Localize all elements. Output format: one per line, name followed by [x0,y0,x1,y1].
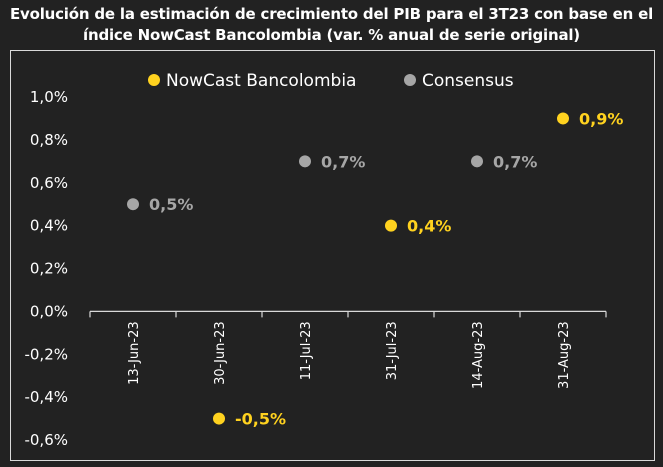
data-label: 0,7% [321,152,365,171]
y-tick-label: -0,4% [24,388,68,406]
data-point [299,155,311,168]
data-label: 0,9% [579,109,623,128]
data-label: 0,7% [493,152,537,171]
chart-title-line-1: Evolución de la estimación de crecimient… [9,5,654,23]
legend-marker [148,74,160,86]
y-tick-label: 0,4% [30,217,68,235]
data-point [127,198,139,211]
x-tick-label: 13-Jun-23 [127,321,142,385]
x-tick-label: 11-Jul-23 [299,321,314,380]
x-tick-label: 31-Jul-23 [385,321,400,380]
x-tick-label: 30-Jun-23 [213,321,228,385]
data-label: -0,5% [235,410,286,429]
y-tick-label: 0,0% [30,302,68,320]
legend-label: Consensus [422,71,514,91]
data-point [213,412,225,425]
data-point [385,219,397,232]
y-tick-label: -0,6% [24,431,68,449]
chart-title: Evolución de la estimación de crecimient… [0,4,663,46]
legend-marker [404,74,416,86]
y-tick-label: 0,8% [30,131,68,149]
legend-label: NowCast Bancolombia [166,71,356,91]
y-tick-label: 0,6% [30,174,68,192]
y-tick-label: 1,0% [30,88,68,106]
y-tick-label: 0,2% [30,260,68,278]
data-label: 0,5% [149,195,193,214]
chart-frame [10,50,655,461]
chart-title-line-2: índice NowCast Bancolombia (var. % anual… [83,26,580,44]
data-label: 0,4% [407,217,451,236]
data-point [557,112,569,125]
x-tick-label: 31-Aug-23 [557,321,572,389]
y-tick-label: -0,2% [24,345,68,363]
x-tick-label: 14-Aug-23 [471,321,486,389]
data-point [471,155,483,168]
